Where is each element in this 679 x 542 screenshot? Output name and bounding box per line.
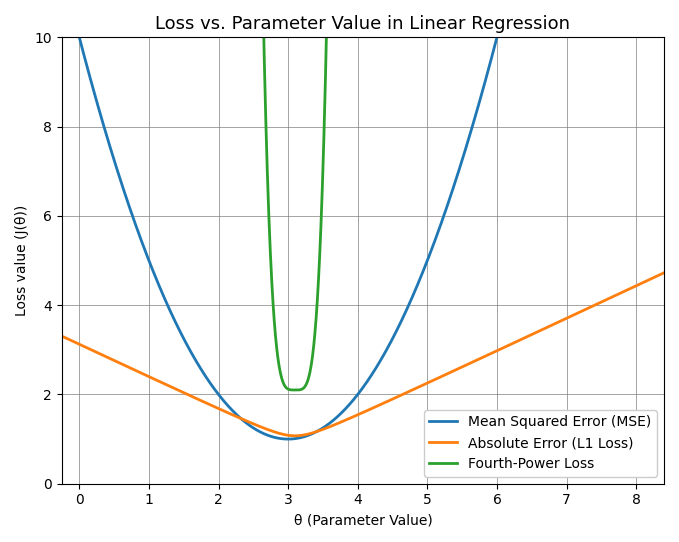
Absolute Error (L1 Loss) xyxy=(88,347,96,354)
Mean Squared Error (MSE) xyxy=(284,436,292,442)
Absolute Error (L1 Loss) xyxy=(532,329,540,335)
Absolute Error (L1 Loss) xyxy=(291,433,299,439)
Line: Absolute Error (L1 Loss): Absolute Error (L1 Loss) xyxy=(62,273,664,436)
Absolute Error (L1 Loss) xyxy=(643,278,651,284)
Absolute Error (L1 Loss) xyxy=(58,333,66,339)
Absolute Error (L1 Loss) xyxy=(335,420,343,426)
Y-axis label: Loss value (J(θ)): Loss value (J(θ)) xyxy=(15,205,29,316)
Mean Squared Error (MSE) xyxy=(335,412,343,418)
Title: Loss vs. Parameter Value in Linear Regression: Loss vs. Parameter Value in Linear Regre… xyxy=(155,15,570,33)
Fourth-Power Loss xyxy=(291,387,299,393)
Absolute Error (L1 Loss) xyxy=(642,278,650,284)
Line: Fourth-Power Loss: Fourth-Power Loss xyxy=(62,0,664,390)
X-axis label: θ (Parameter Value): θ (Parameter Value) xyxy=(293,513,433,527)
Mean Squared Error (MSE) xyxy=(351,395,359,401)
Absolute Error (L1 Loss) xyxy=(660,269,668,276)
Legend: Mean Squared Error (MSE), Absolute Error (L1 Loss), Fourth-Power Loss: Mean Squared Error (MSE), Absolute Error… xyxy=(424,410,657,477)
Absolute Error (L1 Loss) xyxy=(351,413,359,420)
Line: Mean Squared Error (MSE): Mean Squared Error (MSE) xyxy=(62,0,664,439)
Mean Squared Error (MSE) xyxy=(88,83,96,90)
